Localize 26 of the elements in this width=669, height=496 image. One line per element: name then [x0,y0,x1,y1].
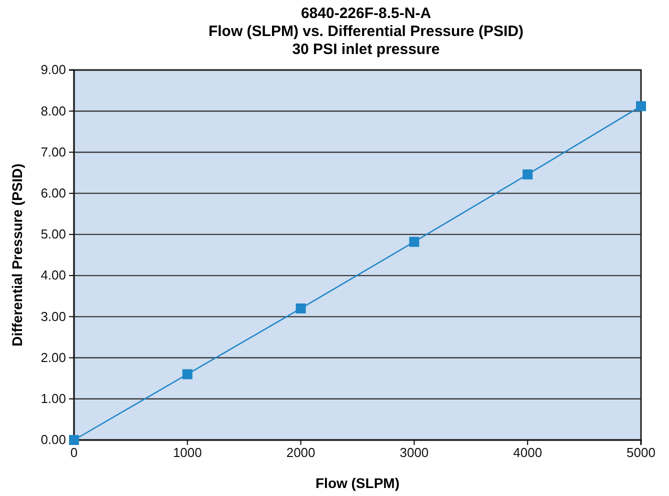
x-tick-label: 2000 [286,445,316,460]
x-tick-label: 1000 [172,445,202,460]
point [69,435,79,445]
y-tick-label: 7.00 [40,144,66,160]
x-tick-label: 3000 [400,445,429,460]
point [522,169,533,180]
chart-subtitle: Flow (SLPM) vs. Differential Pressure (PSID) 30 PSI inlet pressure [208,23,524,58]
y-tick-label: 3.00 [40,308,66,324]
y-tick-label: 1.00 [40,391,66,406]
x-tick-label: 0 [70,445,78,460]
x-tick-label: 5000 [626,445,656,460]
y-tick-label: 5.00 [40,226,66,242]
y-tick-label: 2.00 [40,350,66,365]
y-tick-label: 6.00 [40,185,66,200]
point [409,236,420,247]
point [182,369,192,380]
point [296,303,306,314]
y-axis-title: Differential Pressure (PSID) [9,164,25,346]
y-tick-label: 4.00 [40,268,66,283]
x-axis-title: Flow (SLPM) [316,475,400,491]
y-tick-label: 0.00 [40,432,66,448]
x-tick-label: 4000 [513,445,542,460]
chart-title: 6840-226F-8.5-N-A [300,5,432,22]
point [636,101,646,112]
y-tick-label: 9.00 [40,62,66,78]
y-tick-label: 8.00 [40,103,66,118]
